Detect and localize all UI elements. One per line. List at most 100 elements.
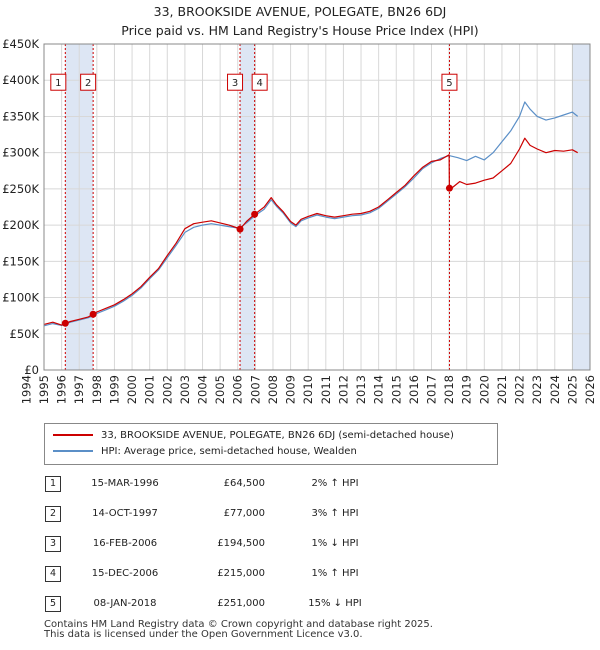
- y-tick-label: £0: [24, 363, 39, 377]
- table-row: 5 08-JAN-2018 £251,000 15% ↓ HPI: [40, 593, 460, 613]
- x-tick-label: 2004: [196, 375, 210, 404]
- y-tick-label: £350K: [2, 109, 39, 123]
- row-date: 16-FEB-2006: [92, 538, 158, 549]
- footer-line-1: Contains HM Land Registry data © Crown c…: [44, 619, 433, 630]
- row-badge: 2: [45, 506, 61, 522]
- x-tick-label: 2010: [301, 375, 315, 404]
- row-price: £251,000: [217, 598, 265, 609]
- row-badge: 4: [45, 566, 61, 582]
- x-tick-label: 2014: [372, 375, 386, 404]
- x-tick-label: 1995: [37, 375, 51, 404]
- legend-label-property: 33, BROOKSIDE AVENUE, POLEGATE, BN26 6DJ…: [101, 430, 454, 441]
- x-tick-label: 2006: [231, 375, 245, 404]
- x-tick-label: 2019: [460, 375, 474, 404]
- x-tick-label: 2002: [160, 375, 174, 404]
- row-date: 15-MAR-1996: [91, 478, 159, 489]
- row-date: 08-JAN-2018: [93, 598, 157, 609]
- sale-label-box: [80, 73, 97, 91]
- x-tick-label: 1998: [90, 375, 104, 404]
- shaded-range: [240, 44, 255, 370]
- row-hpi: 1% ↓ HPI: [311, 538, 359, 549]
- legend-item-property: 33, BROOKSIDE AVENUE, POLEGATE, BN26 6DJ…: [53, 429, 454, 443]
- row-date: 14-OCT-1997: [92, 508, 158, 519]
- x-tick-label: 1999: [107, 375, 121, 404]
- x-tick-label: 2015: [389, 375, 403, 404]
- x-tick-label: 2020: [477, 375, 491, 404]
- x-tick-label: 2021: [495, 375, 509, 404]
- x-tick-label: 1994: [19, 375, 33, 404]
- row-date: 15-DEC-2006: [91, 568, 159, 579]
- x-tick-label: 1997: [72, 375, 86, 404]
- chart-legend: 33, BROOKSIDE AVENUE, POLEGATE, BN26 6DJ…: [44, 423, 498, 465]
- row-price: £77,000: [223, 508, 265, 519]
- sale-label-box: [441, 73, 458, 91]
- price-chart: 1 2 3 4 5 £0 £50K £100K £150K £200K £250K £300K £350…: [2, 37, 597, 404]
- x-tick-label: 2011: [319, 375, 333, 404]
- chart-subtitle: Price paid vs. HM Land Registry's House …: [121, 23, 479, 38]
- x-tick-label: 2007: [248, 375, 262, 404]
- row-hpi: 1% ↑ HPI: [311, 568, 359, 579]
- x-tick-label: 2009: [284, 375, 298, 404]
- table-row: 2 14-OCT-1997 £77,000 3% ↑ HPI: [40, 503, 460, 523]
- y-tick-label: £200K: [2, 218, 39, 232]
- x-tick-label: 2013: [354, 375, 368, 404]
- footer-attribution: Contains HM Land Registry data © Crown c…: [44, 620, 433, 640]
- plot-frame: [43, 43, 591, 371]
- shaded-range: [572, 44, 590, 370]
- sale-point: [89, 310, 97, 318]
- row-hpi: 15% ↓ HPI: [308, 598, 362, 609]
- sale-label: 4: [256, 78, 262, 89]
- y-tick-label: £50K: [10, 327, 40, 341]
- property-price-line: [43, 137, 578, 326]
- y-tick-label: £450K: [2, 37, 39, 51]
- x-tick-label: 2001: [143, 375, 157, 404]
- y-tick-label: £400K: [2, 73, 39, 87]
- plot-area: [44, 44, 590, 370]
- legend-swatch-property: [53, 434, 93, 436]
- y-tick-label: £100K: [2, 291, 39, 305]
- x-tick-label: 2022: [513, 375, 527, 404]
- sale-label: 2: [85, 78, 91, 89]
- hpi-line: [43, 101, 579, 327]
- sale-point: [61, 319, 69, 327]
- x-tick-label: 2012: [336, 375, 350, 404]
- y-tick-label: £150K: [2, 254, 39, 268]
- row-hpi: 3% ↑ HPI: [311, 508, 359, 519]
- row-hpi: 2% ↑ HPI: [311, 478, 359, 489]
- y-tick-label: £300K: [2, 146, 39, 160]
- sale-point: [445, 184, 453, 192]
- x-tick-label: 2018: [442, 375, 456, 404]
- row-price: £194,500: [217, 538, 265, 549]
- sale-label-box: [251, 73, 268, 91]
- footer-line-2: This data is licensed under the Open Gov…: [44, 629, 363, 640]
- x-tick-label: 1996: [55, 375, 69, 404]
- x-tick-label: 2000: [125, 375, 139, 404]
- chart-title-block: 33, BROOKSIDE AVENUE, POLEGATE, BN26 6DJ…: [0, 2, 600, 40]
- table-row: 4 15-DEC-2006 £215,000 1% ↑ HPI: [40, 563, 460, 583]
- x-tick-label: 2023: [530, 375, 544, 404]
- chart-title: 33, BROOKSIDE AVENUE, POLEGATE, BN26 6DJ: [153, 4, 447, 19]
- row-price: £64,500: [223, 478, 265, 489]
- table-row: 1 15-MAR-1996 £64,500 2% ↑ HPI: [40, 473, 460, 493]
- x-tick-label: 2017: [424, 375, 438, 404]
- row-badge: 1: [45, 476, 61, 492]
- legend-item-hpi: HPI: Average price, semi-detached house,…: [53, 445, 357, 459]
- sale-label: 5: [446, 78, 452, 89]
- row-badge: 3: [45, 536, 61, 552]
- row-badge: 5: [45, 596, 61, 612]
- x-tick-label: 2016: [407, 375, 421, 404]
- x-tick-label: 2024: [548, 375, 562, 404]
- y-tick-label: £250K: [2, 182, 39, 196]
- x-tick-label: 2026: [583, 375, 597, 404]
- x-tick-label: 2003: [178, 375, 192, 404]
- x-tick-label: 2025: [565, 375, 579, 404]
- legend-label-hpi: HPI: Average price, semi-detached house,…: [101, 446, 357, 457]
- x-tick-label: 2005: [213, 375, 227, 404]
- sale-label-box: [50, 73, 67, 91]
- sale-label: 1: [55, 78, 61, 89]
- sale-label-box: [227, 73, 244, 91]
- legend-swatch-hpi: [53, 450, 93, 452]
- row-price: £215,000: [217, 568, 265, 579]
- sale-label: 3: [232, 78, 238, 89]
- x-tick-label: 2008: [266, 375, 280, 404]
